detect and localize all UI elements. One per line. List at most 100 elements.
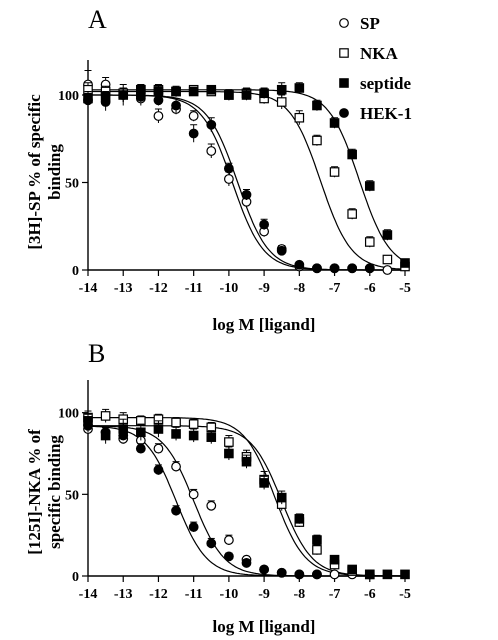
legend-label-septide: septide — [360, 74, 411, 93]
panel-a-point-hek-1 — [135, 91, 146, 102]
panel-a-point-nka — [294, 112, 305, 123]
panel-a-point-septide — [153, 86, 164, 97]
panel-a-point-hek-1 — [364, 263, 375, 274]
panel-b-point-hek-1 — [135, 443, 146, 454]
panel-a-x-tick-label: -11 — [185, 281, 203, 296]
panel-a-point-septide — [206, 84, 217, 95]
panel-a-point-sp — [206, 146, 217, 156]
panel-a-x-tick-label: -13 — [114, 281, 133, 296]
panel-a-point-nka — [276, 97, 287, 107]
panel-a-point-hek-1 — [118, 90, 129, 100]
panel-b-point-septide — [224, 448, 234, 459]
panel-a-fit-curves — [88, 89, 406, 271]
panel-b-point-sp — [171, 461, 181, 472]
panel-a-fit-curve-hek-1 — [88, 94, 405, 271]
panel-b-point-hek-1 — [206, 538, 217, 549]
legend-label-sp: SP — [360, 14, 380, 33]
panel-b-x-tick-label: -11 — [185, 587, 203, 602]
panel-a-point-septide — [312, 100, 322, 111]
panel-b-point-hek-1 — [83, 420, 93, 431]
panel-b-fit-curve-hek-1 — [87, 425, 405, 577]
panel-b-point-hek-1 — [171, 505, 181, 516]
panel-a-point-septide — [259, 88, 269, 99]
panel-a-point-septide — [329, 118, 340, 128]
panel-b-point-nka — [100, 411, 111, 421]
panel-a-point-hek-1 — [206, 119, 217, 130]
legend-label-nka: NKA — [360, 44, 399, 63]
panel-b-x-tick-label: -6 — [364, 587, 376, 602]
panel-b-point-nka — [224, 437, 234, 447]
panel-a-fit-curve-sp — [88, 94, 405, 271]
panel-a-point-septide — [188, 86, 199, 97]
panel-a-point-hek-1 — [153, 95, 164, 106]
panel-b-point-sp — [223, 535, 234, 545]
panel-b-point-hek-1 — [312, 569, 322, 580]
legend-marker-septide — [339, 78, 349, 88]
panel-b-xlabel: log M [ligand] — [213, 617, 316, 636]
panel-b-point-hek-1 — [100, 427, 111, 438]
panel-b-point-nka — [171, 417, 181, 428]
legend-label-hek-1: HEK-1 — [360, 104, 412, 123]
panel-a-point-hek-1 — [223, 163, 234, 174]
panel-a-point-sp — [188, 111, 199, 121]
legend-marker-nka — [339, 48, 349, 58]
panel-a-x-tick-label: -8 — [293, 281, 305, 296]
panel-a-xlabel: log M [ligand] — [213, 315, 316, 334]
panel-a-point-septide — [241, 90, 252, 100]
panel-b-x-tick-label: -7 — [329, 587, 341, 602]
panel-b: B [125I]-NKA % of specific binding log M… — [25, 339, 411, 636]
panel-a-point-sp — [382, 265, 393, 275]
panel-a-y-tick-label: 100 — [58, 89, 79, 104]
panel-b-point-septide — [171, 429, 181, 439]
panel-a-point-hek-1 — [100, 97, 111, 107]
panel-b-y-tick-label: 50 — [65, 488, 79, 503]
panel-a-point-sp — [153, 111, 164, 121]
panel-a-x-tick-label: -12 — [149, 281, 168, 296]
legend-marker-sp — [339, 18, 349, 28]
panel-a-data-points — [83, 70, 410, 275]
panel-b-point-hek-1 — [294, 569, 305, 580]
panel-b-fit-curve-septide — [88, 425, 406, 577]
panel-b-point-hek-1 — [188, 522, 199, 532]
panel-a-point-hek-1 — [294, 259, 305, 270]
panel-b-y-tick-label: 0 — [72, 570, 79, 585]
panel-b-x-tick-label: -10 — [220, 587, 239, 602]
panel-b-point-septide — [259, 478, 269, 488]
panel-a-y-tick-label: 50 — [65, 177, 79, 192]
panel-b-point-nka — [188, 419, 199, 429]
panel-a-x-tick-label: -5 — [399, 281, 411, 296]
panel-b-point-septide — [188, 430, 199, 441]
panel-b-x-tick-label: -12 — [149, 587, 168, 602]
panel-a-point-nka — [347, 209, 357, 219]
panel-b-fit-curve-sp — [88, 425, 405, 577]
panel-b-point-hek-1 — [259, 564, 270, 575]
panel-a-point-hek-1 — [83, 95, 93, 106]
panel-b-ylabel-line1: [125I]-NKA % of — [25, 429, 44, 555]
panel-a-point-hek-1 — [312, 263, 322, 274]
panel-a-x-tick-label: -14 — [79, 281, 98, 296]
panel-b-fit-curve-nka — [88, 417, 405, 577]
panel-b-point-septide — [400, 569, 410, 580]
panel-b-point-septide — [294, 514, 305, 524]
panel-b-point-sp — [188, 489, 199, 500]
panel-a-point-nka — [364, 237, 375, 247]
panel-b-point-septide — [241, 456, 252, 467]
panel-a-point-nka — [312, 135, 322, 146]
panel-b-y-tick-label: 100 — [58, 407, 79, 422]
panel-b-letter: B — [88, 339, 105, 368]
panel-a-point-nka — [382, 254, 393, 265]
panel-b-point-sp — [206, 500, 217, 511]
panel-a-ylabel-line2: binding — [45, 144, 64, 200]
panel-a-x-tick-label: -10 — [220, 281, 239, 296]
panel-b-point-septide — [136, 427, 146, 438]
panel-b-point-hek-1 — [241, 558, 252, 568]
panel-a-point-septide — [276, 84, 287, 95]
panel-b-x-tick-label: -14 — [79, 587, 98, 602]
legend: SP NKA septide HEK-1 — [339, 14, 412, 123]
panel-b-ylabel-line2: specific binding — [45, 435, 64, 549]
panel-a-x-tick-label: -9 — [258, 281, 270, 296]
panel-b-point-septide — [153, 424, 164, 434]
panel-a-axes: -14 -13 -12 -11 -10 -9 -8 -7 -6 -5 0 50 100 — [58, 60, 411, 296]
legend-marker-hek-1 — [339, 108, 349, 118]
